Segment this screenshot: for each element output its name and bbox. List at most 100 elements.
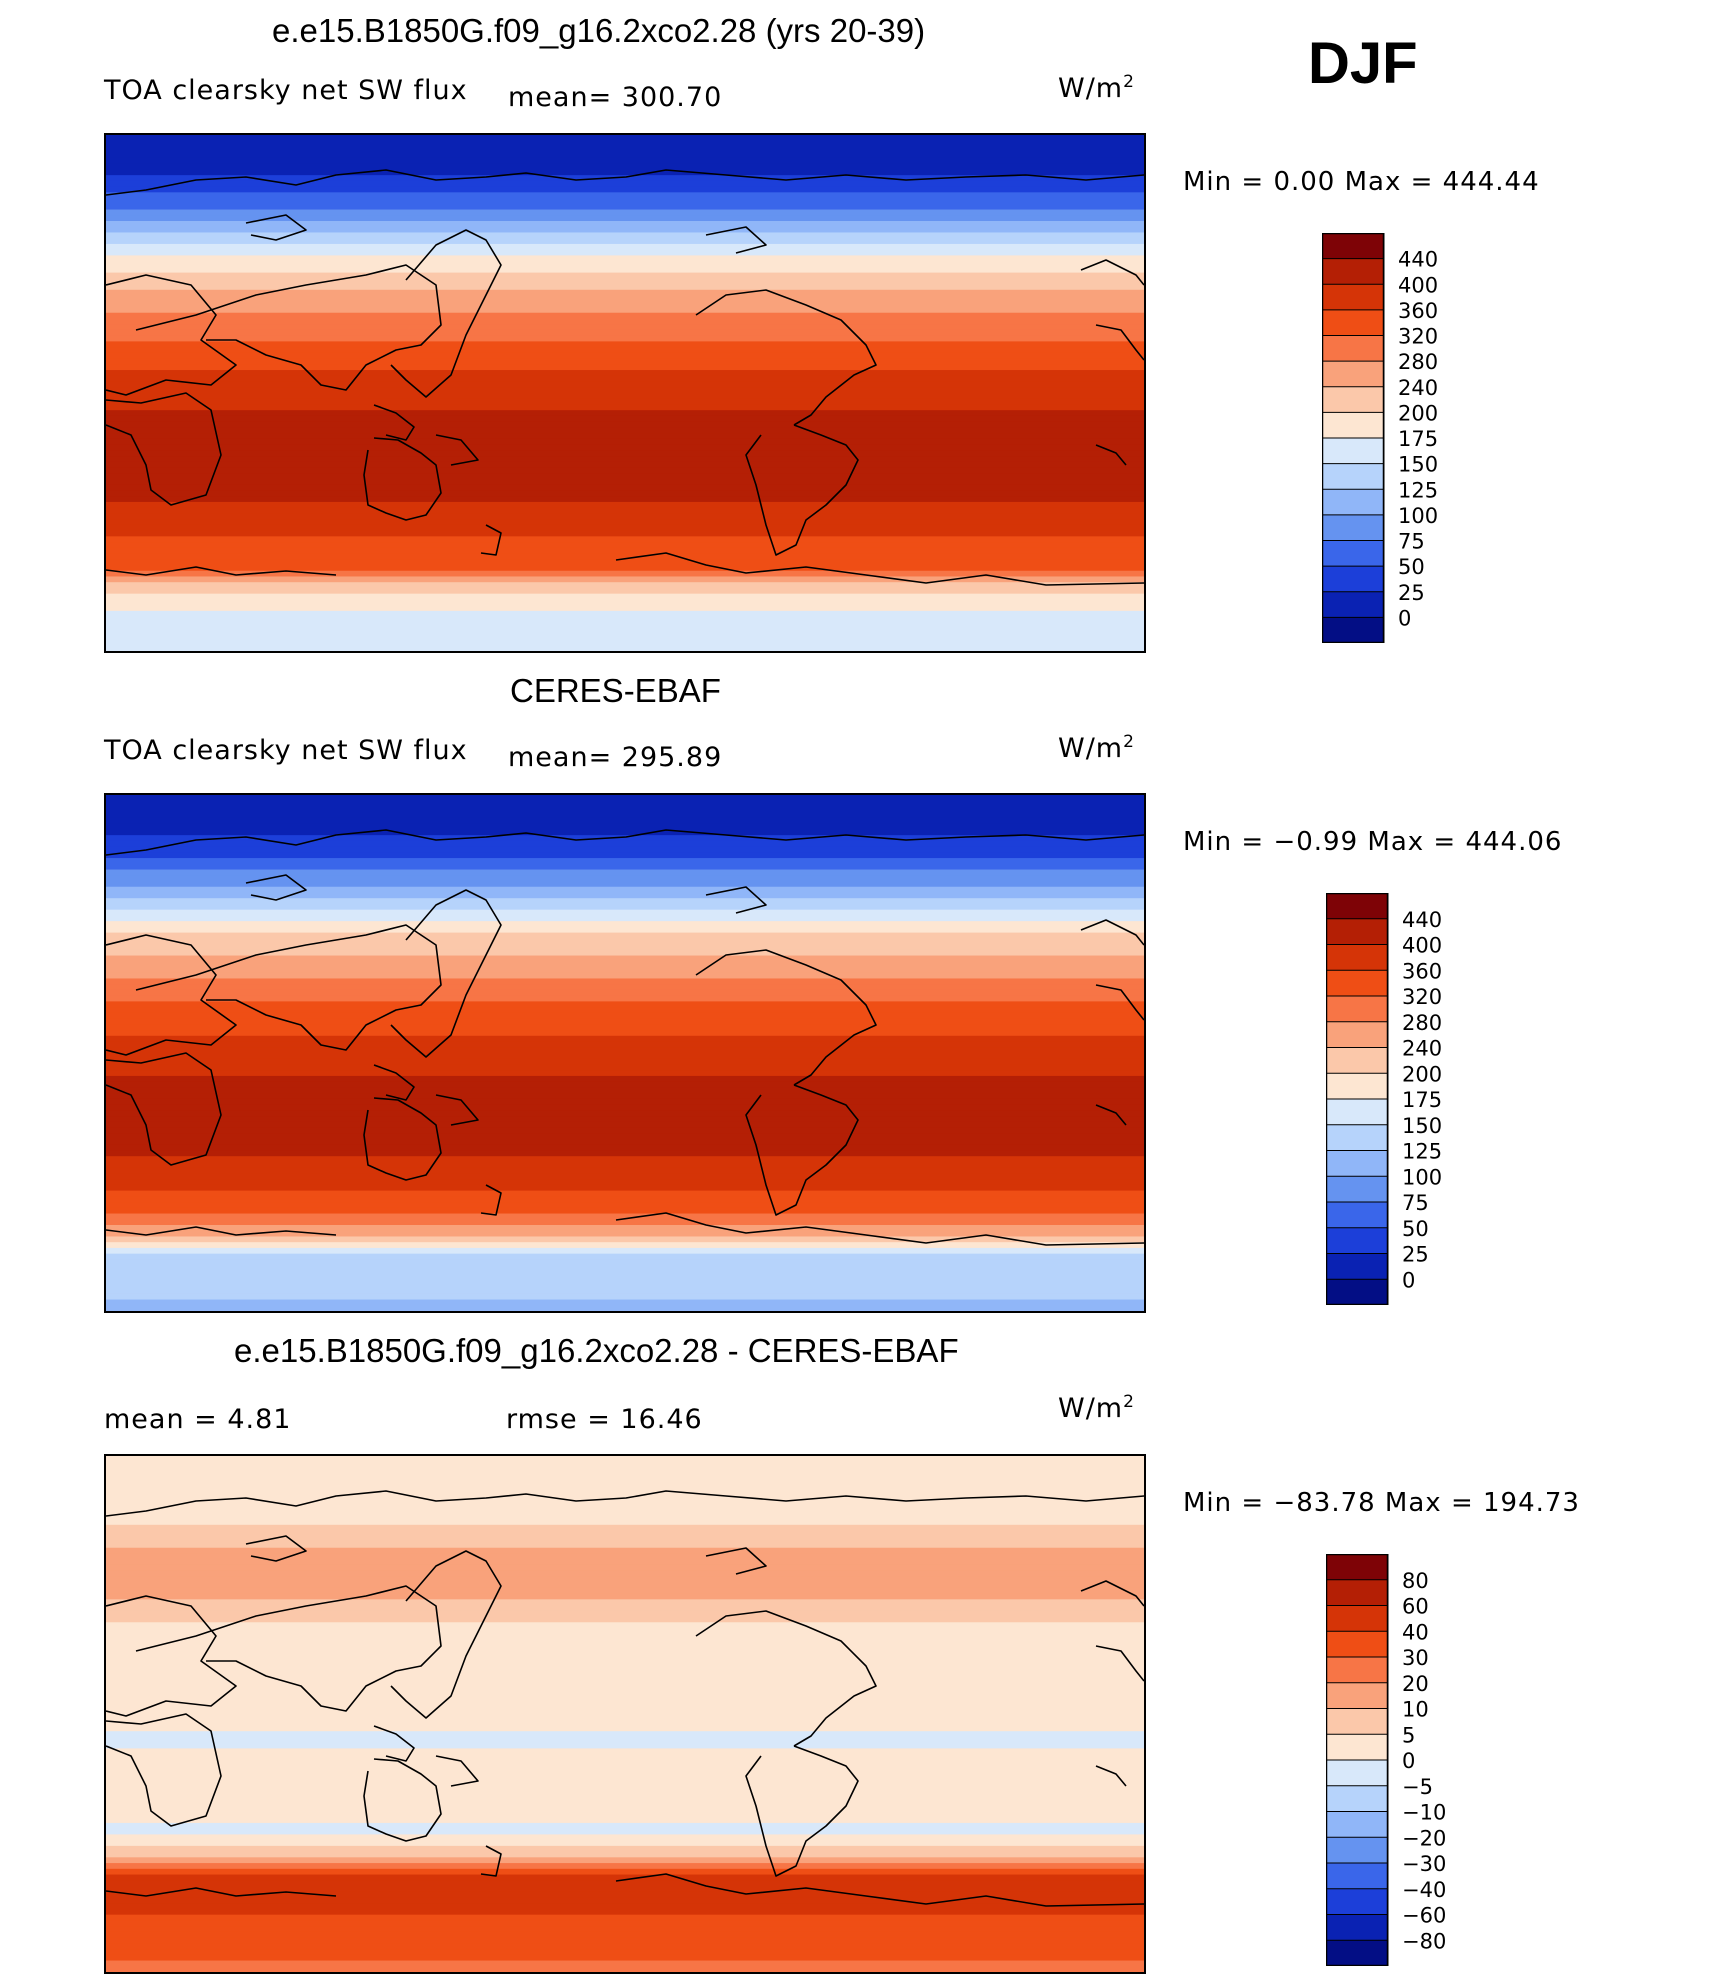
coastline (1080, 259, 1144, 286)
colorbar-label: 0 (1398, 606, 1411, 630)
map-band (106, 415, 1144, 423)
map-band (106, 881, 1144, 888)
map-band (106, 1897, 1144, 1904)
panel2-colorbar: 440 400 360 320 280 240 200 175 150 125 100 75 50 25 0 (1325, 892, 1486, 1306)
colorbar-label: 125 (1402, 1140, 1442, 1164)
map-band (106, 1628, 1144, 1635)
coastline (245, 1535, 307, 1562)
map-band (106, 1150, 1144, 1157)
map-band (106, 1822, 1144, 1830)
coastline (745, 1084, 859, 1216)
map-band (106, 1478, 1144, 1486)
coastline (1080, 1580, 1144, 1607)
map-band (106, 461, 1144, 469)
map-band (106, 1156, 1144, 1163)
map-band (106, 324, 1144, 331)
colorbar-swatch (1325, 1733, 1389, 1761)
map-band (106, 1121, 1144, 1129)
map-band (106, 949, 1144, 957)
coastline (106, 392, 222, 506)
map-band (106, 1599, 1144, 1606)
colorbar-swatch (1321, 309, 1385, 337)
coastline (615, 1212, 1144, 1246)
map-band (106, 1702, 1144, 1709)
map-band (106, 903, 1144, 911)
map-band (106, 1242, 1144, 1249)
colorbar-swatch (1325, 1914, 1389, 1942)
colorbar-swatch (1325, 1021, 1389, 1049)
map-band (106, 570, 1144, 578)
map-band (106, 427, 1144, 434)
coastline (106, 169, 1144, 196)
colorbar-label: 80 (1402, 1569, 1429, 1593)
colorbar-swatch (1325, 1201, 1389, 1229)
map-band (106, 1593, 1144, 1600)
map-band (106, 1253, 1144, 1260)
colorbar-label: 400 (1398, 273, 1438, 297)
coastline (615, 1873, 1144, 1907)
colorbar-swatch (1325, 1150, 1389, 1178)
map-band (106, 806, 1144, 813)
map-band (106, 484, 1144, 492)
map-band (106, 593, 1144, 600)
map-band (106, 1519, 1144, 1526)
coastline (1095, 1104, 1127, 1126)
colorbar-label: −10 (1402, 1801, 1446, 1825)
map-band (106, 1496, 1144, 1503)
map-band (106, 1276, 1144, 1283)
map-band (106, 622, 1144, 629)
colorbar-label: 50 (1402, 1217, 1429, 1241)
map-band (106, 507, 1144, 514)
map-band (106, 972, 1144, 980)
colorbar-swatch (1325, 1682, 1389, 1710)
colorbar-swatch (1325, 1553, 1389, 1581)
map-band (106, 587, 1144, 595)
map-band (106, 387, 1144, 394)
map-band (106, 410, 1144, 417)
map-band (106, 444, 1144, 451)
map-band (106, 243, 1144, 251)
colorbar-swatch (1325, 1939, 1389, 1967)
map-band (106, 1805, 1144, 1813)
map-band (106, 1064, 1144, 1071)
map-band (106, 1708, 1144, 1715)
coastline (135, 264, 442, 391)
map-band (106, 938, 1144, 945)
map-band (106, 846, 1144, 853)
map-band (106, 479, 1144, 486)
map-band (106, 1184, 1144, 1192)
colorbar-label: 320 (1398, 325, 1438, 349)
map-band (106, 1001, 1144, 1008)
map-band (106, 1863, 1144, 1870)
colorbar-swatch (1325, 1175, 1389, 1203)
map-band (106, 433, 1144, 440)
coastline (705, 1547, 767, 1575)
coastline (106, 829, 1144, 856)
map-band (106, 278, 1144, 285)
colorbar-swatch (1325, 1811, 1389, 1839)
coastline (435, 1755, 479, 1787)
map-band (106, 209, 1144, 216)
map-band (106, 1908, 1144, 1916)
map-band (106, 1530, 1144, 1537)
map-band (106, 1127, 1144, 1134)
colorbar-swatch (1325, 1253, 1389, 1281)
colorbar-swatch (1321, 232, 1385, 260)
map-band (106, 967, 1144, 974)
colorbar-swatch (1325, 1579, 1389, 1607)
map-band (106, 295, 1144, 302)
map-band (106, 198, 1144, 205)
coastline (705, 226, 767, 254)
map-band (106, 1759, 1144, 1767)
map-band (106, 1484, 1144, 1491)
map-band (106, 272, 1144, 279)
map-band (106, 869, 1144, 876)
coastline (1095, 444, 1127, 466)
map-band (106, 530, 1144, 537)
panel3-map-svg (106, 1456, 1144, 1972)
map-band (106, 1605, 1144, 1612)
colorbar-swatch (1321, 386, 1385, 414)
map-band (106, 1282, 1144, 1289)
map-band (106, 261, 1144, 268)
